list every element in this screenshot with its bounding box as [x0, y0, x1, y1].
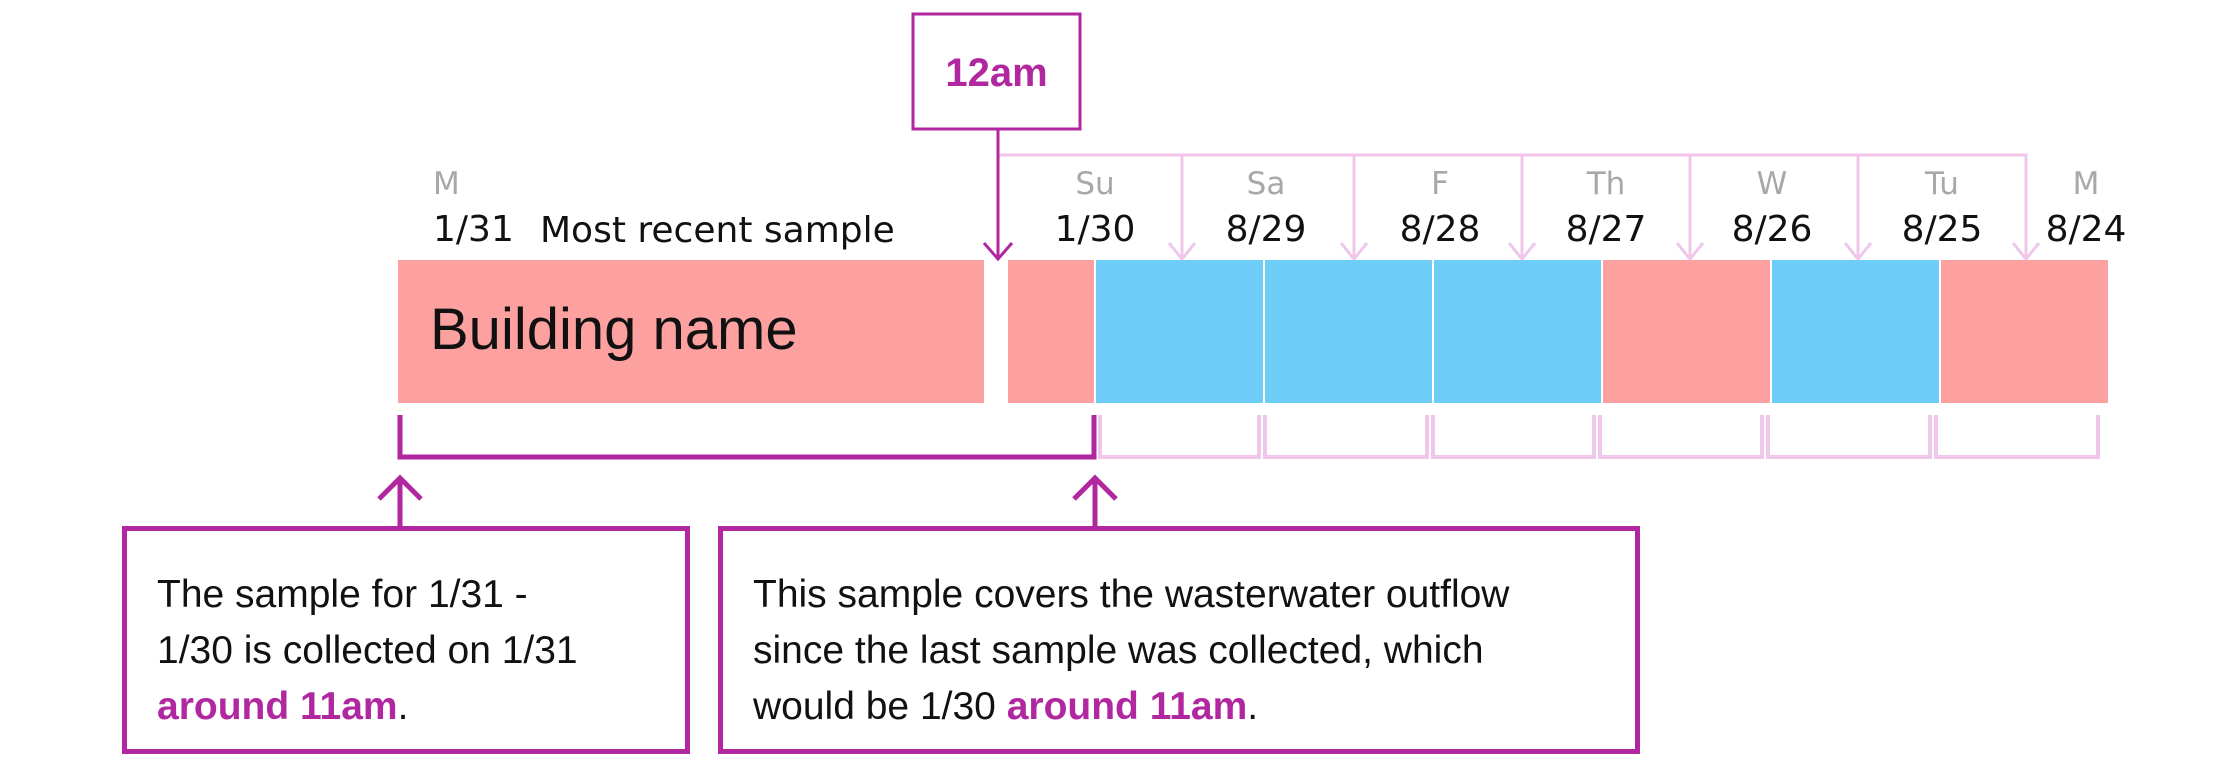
time-marker-label: 12am	[945, 51, 1047, 95]
callout-right-highlight: around 11am	[1006, 685, 1248, 728]
left-callout-arrowhead	[377, 474, 423, 501]
callout-right-line1: This sample covers the wasterwater outfl…	[753, 573, 1510, 616]
day-boundary-arrowhead	[1675, 242, 1705, 262]
callout-right-prefix: would be 1/30	[753, 685, 1007, 728]
callout-left-highlight: around 11am	[157, 685, 398, 728]
callout-left-line2: 1/30 is collected on 1/31	[157, 629, 578, 672]
day-boundary-arrowhead	[1339, 242, 1369, 262]
sample-period-bracket	[1098, 415, 1261, 459]
callout-right-tail: .	[1247, 685, 1259, 728]
sample-block-red	[1941, 260, 2027, 403]
day-abbr: Su	[1075, 166, 1114, 202]
day-boundary-arrowhead	[1843, 242, 1873, 262]
sample-period-bracket	[1766, 415, 1932, 459]
most-recent-sample-bracket	[397, 415, 1097, 460]
callout-right-line3: would be 1/30 around 11am.	[753, 679, 1609, 735]
sample-period-bracket	[1598, 415, 1764, 459]
sample-block-blue	[1515, 260, 1601, 403]
day-boundary-connector-line	[996, 129, 2028, 250]
day-date: 8/24	[2046, 209, 2127, 250]
sample-block-red	[1008, 260, 1094, 403]
day-boundary-arrowhead	[2011, 242, 2041, 262]
most-recent-sample-label: Most recent sample	[540, 210, 895, 251]
building-name: Building name	[430, 297, 798, 362]
day-boundary-arrows	[1167, 155, 2041, 262]
callout-collection-time: The sample for 1/31 - 1/30 is collected …	[122, 526, 690, 754]
midnight-arrowhead	[982, 242, 1014, 262]
sample-block-red	[1603, 260, 1689, 403]
day-abbr: F	[1431, 166, 1449, 202]
day-abbr: Th	[1586, 166, 1626, 202]
sample-block-blue	[1434, 260, 1520, 403]
right-callout-arrowhead	[1072, 474, 1118, 501]
day-date: 8/29	[1226, 209, 1307, 250]
day-date: 1/30	[1055, 209, 1136, 250]
building-name-block	[398, 260, 984, 403]
sample-period-bracket	[1431, 415, 1596, 459]
sample-block-blue	[1096, 260, 1182, 403]
day-boundary-arrowhead	[1507, 242, 1537, 262]
day-abbr: W	[1757, 166, 1788, 202]
day-abbr: M	[2073, 166, 2100, 202]
day-labels: Su 1/30 Sa 8/29 F 8/28 Th 8/27 W 8/26 Tu 8/25 M 8/24	[1055, 166, 2127, 250]
sample-block-blue	[1265, 260, 1351, 403]
sample-period-bracket	[1263, 415, 1429, 459]
day-date: 8/28	[1400, 209, 1481, 250]
time-marker-box	[911, 12, 1082, 131]
sample-block-red	[2022, 260, 2108, 403]
callout-left-line3: around 11am.	[157, 679, 659, 735]
callout-left-tail: .	[397, 685, 409, 728]
day-abbr-most-recent: M	[433, 166, 460, 202]
day-date: 8/25	[1902, 209, 1983, 250]
sample-period-brackets	[1098, 415, 2100, 459]
day-date-most-recent: 1/31	[433, 209, 514, 250]
sample-block-blue	[1346, 260, 1432, 403]
sample-block-blue	[1853, 260, 1939, 403]
day-sample-blocks	[1008, 260, 2108, 403]
day-abbr: Tu	[1924, 166, 1959, 202]
day-boundary-arrowhead	[1167, 242, 1197, 262]
day-abbr: Sa	[1247, 166, 1286, 202]
day-date: 8/26	[1732, 209, 1813, 250]
callout-right-line2: since the last sample was collected, whi…	[753, 629, 1484, 672]
callout-coverage-window: This sample covers the wasterwater outfl…	[718, 526, 1640, 754]
sample-block-blue	[1177, 260, 1263, 403]
sample-block-blue	[1772, 260, 1858, 403]
day-date: 8/27	[1566, 209, 1647, 250]
sample-period-bracket	[1934, 415, 2100, 459]
callout-left-line1: The sample for 1/31 -	[157, 573, 528, 616]
sample-block-red	[1684, 260, 1770, 403]
